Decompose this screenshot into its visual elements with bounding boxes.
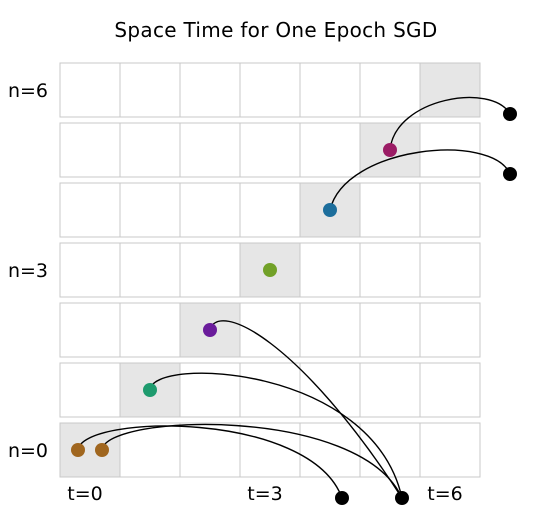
grid-cell (179, 242, 241, 298)
row-label: n=3 (8, 260, 48, 282)
grid-cell (299, 362, 361, 418)
endpoint-e4 (503, 107, 517, 121)
node-n3 (263, 263, 277, 277)
grid-cell (59, 362, 121, 418)
grid-cell (59, 302, 121, 358)
endpoint-e2 (395, 491, 409, 505)
node-n0a (71, 443, 85, 457)
grid-row-n3 (59, 242, 481, 298)
arrow-n1-to-e2 (149, 372, 403, 499)
column-labels: t=0 t=3 t=6 (67, 483, 462, 505)
arrows (77, 96, 511, 499)
grid-cell (359, 362, 421, 418)
grid-row-n2 (59, 302, 481, 358)
grid-cell (179, 362, 241, 418)
grid-cell (359, 62, 421, 118)
grid-cell (299, 122, 361, 178)
grid-cell (239, 362, 301, 418)
row-label: n=6 (8, 80, 48, 102)
grid-cell (59, 242, 121, 298)
grid-cell (299, 422, 361, 478)
grid-cell (179, 122, 241, 178)
grid-cell (119, 242, 181, 298)
grid-cell (59, 122, 121, 178)
column-label: t=6 (427, 483, 462, 505)
arrow-n4-to-e3 (329, 149, 511, 211)
diagram-title: Space Time for One Epoch SGD (114, 18, 437, 42)
column-label: t=0 (67, 483, 102, 505)
grid-cell (239, 122, 301, 178)
node-n0b (95, 443, 109, 457)
highlighted-cell (419, 62, 481, 118)
node-n4 (323, 203, 337, 217)
grid-cell (299, 62, 361, 118)
grid-cell (119, 62, 181, 118)
node-n5 (383, 143, 397, 157)
grid-cell (419, 302, 481, 358)
grid-cell (419, 362, 481, 418)
grid-row-n6 (59, 62, 481, 118)
grid-cell (119, 422, 181, 478)
grid-cell (239, 182, 301, 238)
arrow-n0a-to-e1 (77, 425, 343, 499)
grid-cell (59, 62, 121, 118)
row-label: n=0 (8, 440, 48, 462)
endpoint-e1 (335, 491, 349, 505)
grid-cell (119, 122, 181, 178)
node-n1 (143, 383, 157, 397)
grid-cell (179, 62, 241, 118)
endpoints (335, 107, 517, 505)
grid-cell (359, 422, 421, 478)
row-labels: n=6 n=3 n=0 (8, 80, 48, 462)
nodes (71, 143, 397, 457)
grid-cell (419, 242, 481, 298)
grid-cell (299, 302, 361, 358)
grid-cell (299, 242, 361, 298)
grid-row-n5 (59, 122, 481, 178)
grid-cell (359, 302, 421, 358)
grid-row-n0 (59, 422, 481, 478)
grid-cell (59, 182, 121, 238)
column-label: t=3 (247, 483, 282, 505)
grid-cell (359, 182, 421, 238)
highlighted-cell (359, 122, 421, 178)
grid-cell (239, 62, 301, 118)
grid-cell (359, 242, 421, 298)
endpoint-e3 (503, 167, 517, 181)
node-n2 (203, 323, 217, 337)
highlighted-cell (59, 422, 121, 478)
grid-cell (119, 302, 181, 358)
grid-cell (179, 182, 241, 238)
grid-row-n4 (59, 182, 481, 238)
grid-cell (419, 422, 481, 478)
grid (59, 62, 481, 478)
grid-cell (119, 182, 181, 238)
grid-cell (239, 302, 301, 358)
arrow-n2-to-e2 (209, 320, 403, 499)
arrow-n5-to-e4 (389, 96, 511, 151)
grid-cell (419, 182, 481, 238)
grid-row-n1 (59, 362, 481, 418)
arrow-n0b-to-e2 (101, 423, 403, 499)
